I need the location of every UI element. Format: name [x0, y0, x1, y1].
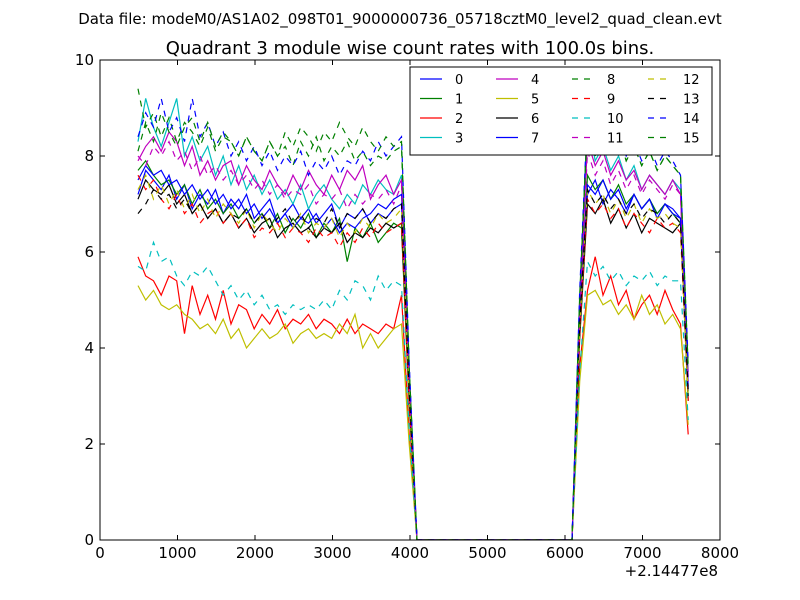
legend-label-12: 12	[683, 73, 700, 88]
y-tick-label: 2	[84, 435, 94, 453]
y-tick-label: 6	[84, 243, 94, 261]
legend-label-11: 11	[607, 132, 624, 147]
x-tick-label: 0	[95, 544, 105, 562]
legend-label-6: 6	[531, 112, 539, 127]
x-tick-label: 2000	[236, 544, 274, 562]
legend-label-2: 2	[455, 112, 463, 127]
legend-label-8: 8	[607, 73, 615, 88]
legend-label-13: 13	[683, 93, 700, 108]
legend-label-7: 7	[531, 132, 539, 147]
legend-label-9: 9	[607, 93, 615, 108]
legend-label-15: 15	[683, 132, 700, 147]
legend-label-0: 0	[455, 73, 463, 88]
x-tick-label: 5000	[468, 544, 506, 562]
legend-label-4: 4	[531, 73, 539, 88]
legend-box	[409, 66, 713, 156]
legend-label-1: 1	[455, 93, 463, 108]
series-line-10	[137, 240, 689, 540]
x-tick-label: 7000	[623, 544, 661, 562]
legend-label-10: 10	[607, 112, 624, 127]
legend-label-14: 14	[683, 112, 700, 127]
series-line-5	[137, 285, 689, 540]
y-tick-label: 10	[75, 51, 94, 69]
x-tick-label: 6000	[546, 544, 584, 562]
x-tick-label: 4000	[391, 544, 429, 562]
suptitle: Data file: modeM0/AS1A02_098T01_90000007…	[78, 10, 722, 29]
y-tick-label: 8	[84, 147, 94, 165]
x-tick-label: 1000	[158, 544, 196, 562]
chart-title: Quadrant 3 module wise count rates with …	[166, 38, 655, 59]
x-offset-label: +2.14477e8	[625, 562, 718, 580]
legend-label-3: 3	[455, 132, 463, 147]
x-tick-label: 3000	[313, 544, 351, 562]
x-tick-label: 8000	[701, 544, 739, 562]
y-tick-label: 0	[84, 531, 94, 549]
legend-label-5: 5	[531, 93, 539, 108]
y-tick-label: 4	[84, 339, 94, 357]
